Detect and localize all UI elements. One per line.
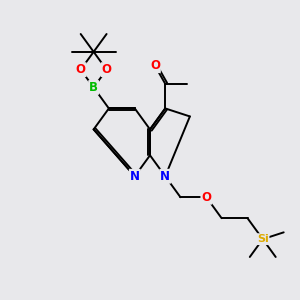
Text: O: O (150, 59, 160, 72)
Text: N: N (130, 170, 140, 183)
Text: B: B (89, 81, 98, 94)
Text: Si: Si (257, 234, 268, 244)
Text: O: O (201, 191, 212, 204)
Text: N: N (160, 170, 170, 183)
Text: O: O (76, 63, 86, 76)
Text: O: O (102, 63, 112, 76)
